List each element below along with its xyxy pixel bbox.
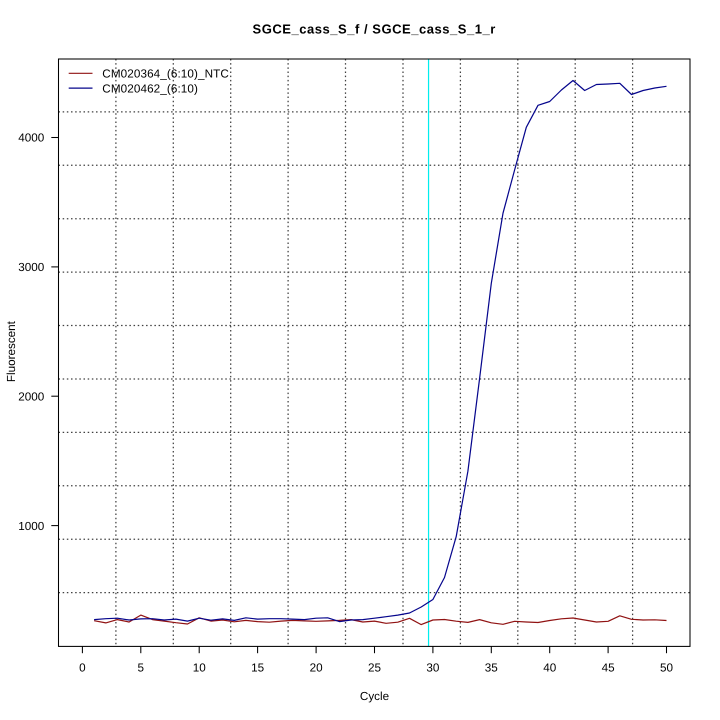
svg-text:10: 10	[193, 661, 207, 674]
svg-text:CM020364_(6:10)_NTC: CM020364_(6:10)_NTC	[102, 68, 229, 81]
svg-text:CM020462_(6:10): CM020462_(6:10)	[102, 82, 198, 95]
svg-text:35: 35	[485, 661, 499, 674]
svg-text:45: 45	[602, 661, 616, 674]
svg-text:30: 30	[426, 661, 440, 674]
svg-text:40: 40	[543, 661, 557, 674]
svg-text:50: 50	[660, 661, 674, 674]
svg-text:2000: 2000	[18, 390, 45, 403]
svg-text:Fluorescent: Fluorescent	[5, 320, 18, 382]
svg-text:15: 15	[251, 661, 265, 674]
svg-text:Cycle: Cycle	[360, 690, 389, 703]
svg-text:0: 0	[79, 661, 86, 674]
svg-text:SGCE_cass_S_f / SGCE_cass_S_1_: SGCE_cass_S_f / SGCE_cass_S_1_r	[253, 22, 496, 37]
svg-text:4000: 4000	[18, 132, 45, 145]
svg-text:3000: 3000	[18, 261, 45, 274]
svg-text:25: 25	[368, 661, 382, 674]
svg-text:20: 20	[310, 661, 324, 674]
svg-text:1000: 1000	[18, 520, 45, 533]
svg-text:5: 5	[138, 661, 145, 674]
